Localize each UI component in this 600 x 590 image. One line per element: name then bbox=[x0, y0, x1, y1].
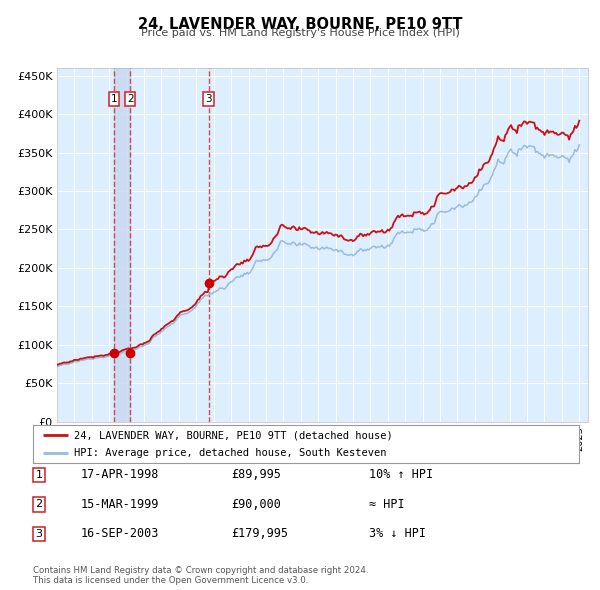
Text: 24, LAVENDER WAY, BOURNE, PE10 9TT: 24, LAVENDER WAY, BOURNE, PE10 9TT bbox=[138, 17, 462, 31]
Text: 3% ↓ HPI: 3% ↓ HPI bbox=[369, 527, 426, 540]
Text: 24, LAVENDER WAY, BOURNE, PE10 9TT (detached house): 24, LAVENDER WAY, BOURNE, PE10 9TT (deta… bbox=[74, 430, 392, 440]
Text: £90,000: £90,000 bbox=[231, 498, 281, 511]
Text: 2: 2 bbox=[127, 94, 133, 104]
Text: 3: 3 bbox=[205, 94, 212, 104]
Text: £179,995: £179,995 bbox=[231, 527, 288, 540]
Text: 2: 2 bbox=[35, 500, 43, 509]
Text: £89,995: £89,995 bbox=[231, 468, 281, 481]
Text: HPI: Average price, detached house, South Kesteven: HPI: Average price, detached house, Sout… bbox=[74, 448, 386, 458]
Bar bbox=[114, 68, 130, 422]
Text: 1: 1 bbox=[35, 470, 43, 480]
Text: 3: 3 bbox=[35, 529, 43, 539]
Text: 1: 1 bbox=[111, 94, 118, 104]
Text: 10% ↑ HPI: 10% ↑ HPI bbox=[369, 468, 433, 481]
Text: ≈ HPI: ≈ HPI bbox=[369, 498, 404, 511]
Text: 16-SEP-2003: 16-SEP-2003 bbox=[81, 527, 160, 540]
Text: 15-MAR-1999: 15-MAR-1999 bbox=[81, 498, 160, 511]
Text: Contains HM Land Registry data © Crown copyright and database right 2024.
This d: Contains HM Land Registry data © Crown c… bbox=[33, 566, 368, 585]
Text: Price paid vs. HM Land Registry's House Price Index (HPI): Price paid vs. HM Land Registry's House … bbox=[140, 28, 460, 38]
Text: 17-APR-1998: 17-APR-1998 bbox=[81, 468, 160, 481]
